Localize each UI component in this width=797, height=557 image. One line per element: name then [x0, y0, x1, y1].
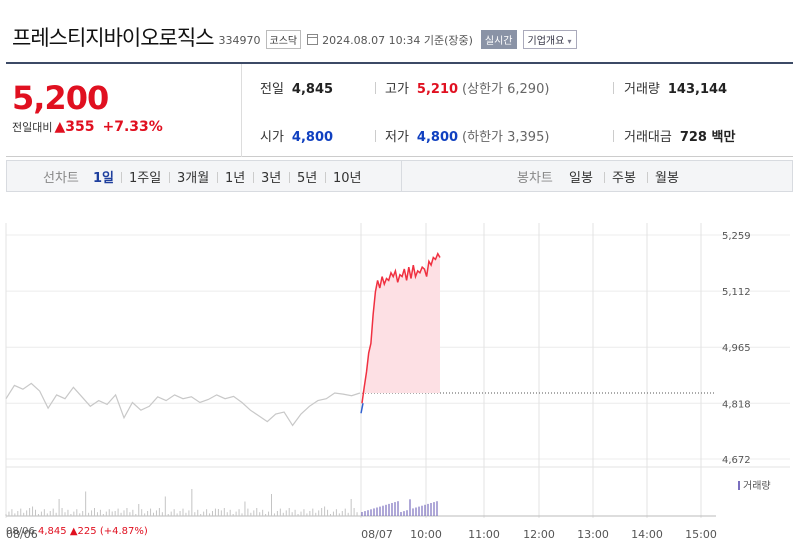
x-tick-label: 12:00 [523, 528, 555, 541]
series-today [361, 251, 441, 404]
line-chart-label[interactable]: 선차트 [43, 171, 79, 186]
realtime-button[interactable]: 실시간 [480, 29, 517, 49]
low-price: 저가 4,800 (하한가 3,395) [385, 130, 550, 145]
market-badge: 코스닥 [265, 29, 302, 49]
calendar-icon [307, 34, 319, 45]
prev-day-summary: 08/06 4,845 ▲225 (+4.87%) [6, 526, 148, 537]
up-arrow-icon: ▲ [54, 119, 66, 135]
divider [613, 130, 614, 142]
change-label: 전일대비 [12, 121, 53, 134]
stock-code: 334970 [218, 33, 261, 47]
volume: 거래량 143,144 [624, 82, 728, 97]
high-price: 고가 5,210 (상한가 6,290) [385, 82, 550, 97]
divider [375, 82, 376, 94]
candle-chart-label[interactable]: 봉차트 [517, 171, 553, 186]
tab-monthly-candle[interactable]: 월봉 [655, 171, 679, 186]
tab-3year[interactable]: 3년 [261, 171, 282, 186]
x-tick-label: 08/07 [361, 528, 393, 541]
y-tick-label: 4,818 [722, 399, 751, 410]
tab-3month[interactable]: 3개월 [177, 171, 210, 186]
chevron-down-icon: ▾ [567, 36, 572, 46]
x-tick-label: 11:00 [468, 528, 500, 541]
tab-daily-candle[interactable]: 일봉 [569, 171, 593, 186]
tab-1year[interactable]: 1년 [225, 171, 246, 186]
x-tick-label: 13:00 [577, 528, 609, 541]
date-time: 2024.08.07 10:34 기준(장중) [322, 33, 473, 47]
tab-1day[interactable]: 1일 [93, 171, 115, 186]
quote-panel: 5,200 전일대비 ▲355 +7.33% 전일 4,845 고가 5,210 (상한가… [6, 62, 793, 157]
stock-name: 프레스티지바이오로직스 [12, 26, 215, 50]
stock-header: 프레스티지바이오로직스 334970 코스닥 2024.08.07 10:34 … [12, 22, 577, 52]
y-tick-label: 5,259 [722, 231, 751, 242]
prev-close: 전일 4,845 [260, 82, 334, 97]
x-tick-label: 08/06 [6, 528, 38, 541]
y-tick-label: 4,672 [722, 455, 751, 466]
tab-1week[interactable]: 1주일 [129, 171, 162, 186]
company-overview-button[interactable]: 기업개요 ▾ [522, 29, 577, 49]
tab-5year[interactable]: 5년 [297, 171, 318, 186]
divider [613, 82, 614, 94]
x-tick-label: 10:00 [410, 528, 442, 541]
change-line: 전일대비 ▲355 +7.33% [12, 119, 163, 135]
volume-legend: 거래량 [738, 477, 771, 492]
price-cell: 5,200 전일대비 ▲355 +7.33% [6, 64, 242, 157]
x-tick-label: 15:00 [685, 528, 717, 541]
y-tick-label: 4,965 [722, 343, 751, 354]
today-area-fill [362, 253, 440, 393]
current-price: 5,200 [12, 79, 109, 117]
change-value: 355 [65, 119, 95, 135]
trade-value: 거래대금 728 백만 [624, 130, 736, 145]
x-tick-label: 14:00 [631, 528, 663, 541]
series-prev-day [5, 382, 361, 427]
tab-weekly-candle[interactable]: 주봉 [612, 171, 636, 186]
open-price: 시가 4,800 [260, 130, 334, 145]
y-tick-label: 5,112 [722, 287, 751, 298]
open-dip-segment [360, 403, 364, 414]
price-chart: 5,259 5,112 4,965 4,818 4,672 08/06 08/07 10:00… [5, 223, 790, 541]
change-percent: +7.33% [102, 119, 163, 135]
chart-period-tabs: 선차트 1일 1주일 3개월 1년 3년 5년 10년 봉차트 일봉 주봉 월봉 [6, 160, 793, 192]
tab-10year[interactable]: 10년 [333, 171, 362, 186]
divider [375, 130, 376, 142]
